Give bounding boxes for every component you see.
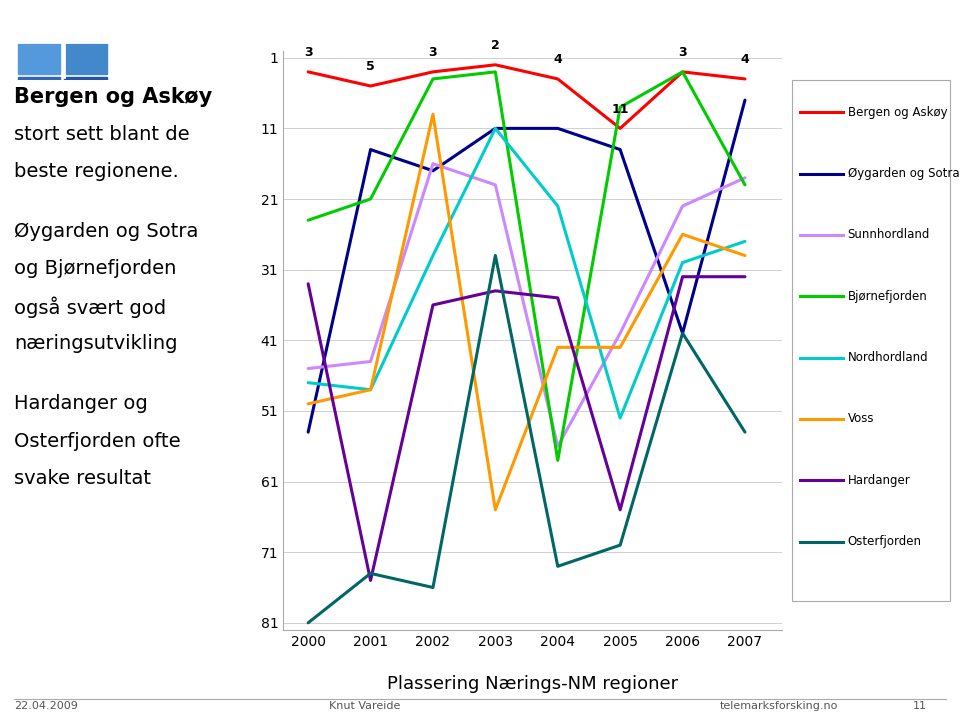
Text: 3: 3	[304, 46, 312, 59]
Text: Osterfjorden: Osterfjorden	[848, 535, 922, 548]
Text: Knut Vareide: Knut Vareide	[329, 701, 400, 711]
Text: 5: 5	[366, 60, 375, 73]
Text: telemarksforsking.no: telemarksforsking.no	[720, 701, 838, 711]
Text: og Bjørnefjorden: og Bjørnefjorden	[14, 259, 177, 278]
Text: Bjørnefjorden: Bjørnefjorden	[848, 290, 927, 303]
Text: Sunnhordland: Sunnhordland	[848, 228, 930, 241]
Text: 4: 4	[740, 54, 750, 66]
Text: Øygarden og Sotra: Øygarden og Sotra	[848, 167, 959, 180]
Text: stort sett blant de: stort sett blant de	[14, 125, 190, 143]
Text: 11: 11	[612, 103, 629, 116]
Text: 4: 4	[553, 54, 563, 66]
Text: 3: 3	[429, 46, 437, 59]
Bar	[64, 42, 107, 74]
Text: Hardanger og: Hardanger og	[14, 394, 148, 413]
Text: også svært god: også svært god	[14, 297, 166, 319]
Bar	[18, 42, 60, 74]
Text: svake resultat: svake resultat	[14, 469, 152, 488]
Text: Voss: Voss	[848, 413, 875, 426]
Text: Hardanger: Hardanger	[848, 473, 910, 487]
Text: Plassering Nærings-NM regioner: Plassering Nærings-NM regioner	[387, 675, 679, 693]
Text: 2: 2	[491, 39, 500, 52]
Text: 22.04.2009: 22.04.2009	[14, 701, 79, 711]
Text: Osterfjorden ofte: Osterfjorden ofte	[14, 432, 181, 450]
Text: Øygarden og Sotra: Øygarden og Sotra	[14, 222, 199, 240]
Bar	[18, 77, 60, 109]
Text: Bergen og Askøy: Bergen og Askøy	[14, 87, 213, 107]
Text: beste regionene.: beste regionene.	[14, 162, 180, 181]
Bar	[64, 77, 107, 109]
Text: næringsutvikling: næringsutvikling	[14, 334, 178, 353]
Text: 11: 11	[912, 701, 926, 711]
Text: 3: 3	[679, 46, 686, 59]
Text: Bergen og Askøy: Bergen og Askøy	[848, 106, 948, 119]
Text: Nordhordland: Nordhordland	[848, 351, 928, 364]
